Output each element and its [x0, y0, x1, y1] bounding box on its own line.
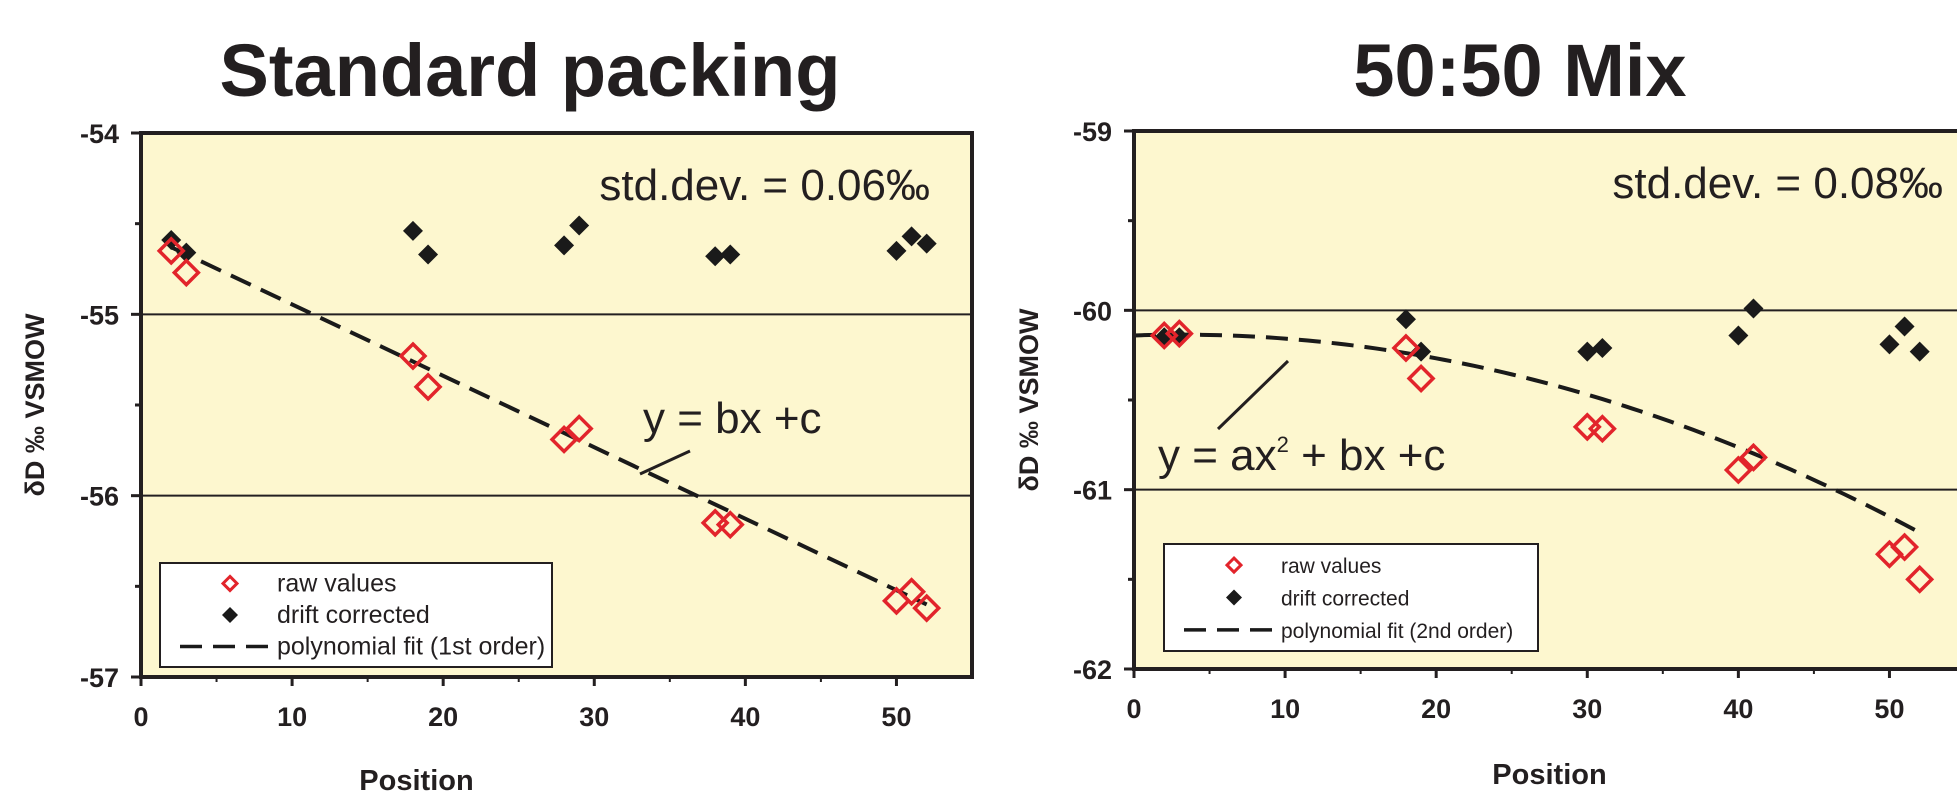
x-tick-label: 20 — [1421, 694, 1451, 724]
fit-equation-base: y = ax — [1158, 431, 1277, 480]
y-tick-label: -62 — [1073, 655, 1112, 685]
legend-label: drift corrected — [277, 601, 430, 629]
legend-label: polynomial fit (1st order) — [277, 633, 545, 661]
legend-label: raw values — [277, 569, 397, 597]
fit-equation-label: y = ax2 + bx +c — [1158, 431, 1445, 480]
x-tick-label: 20 — [428, 702, 458, 732]
y-tick-label: -61 — [1073, 476, 1112, 506]
y-axis-label: δD ‰ VSMOW — [1014, 308, 1044, 491]
x-tick-label: 50 — [1874, 694, 1904, 724]
fit-equation-label: y = bx +c — [643, 394, 822, 443]
y-axis-label: δD ‰ VSMOW — [20, 313, 50, 496]
x-tick-label: 40 — [730, 702, 760, 732]
std-dev-annotation: std.dev. = 0.08‰ — [1612, 159, 1943, 208]
y-tick-label: -55 — [80, 300, 119, 330]
chart-title: 50:50 Mix — [1353, 29, 1686, 112]
chart-0: Standard packing -57 -56 -55 -54 0 10 20 30 40 50 P… — [20, 29, 972, 795]
y-tick-label: -56 — [80, 482, 119, 512]
y-tick-label: -60 — [1073, 296, 1112, 326]
x-tick-label: 30 — [579, 702, 609, 732]
x-tick-label: 10 — [277, 702, 307, 732]
fit-equation-exponent: 2 — [1277, 432, 1289, 457]
legend-label: polynomial fit (2nd order) — [1281, 620, 1513, 643]
x-tick-label: 40 — [1723, 694, 1753, 724]
x-tick-label: 0 — [1126, 694, 1141, 724]
legend-label: drift corrected — [1281, 588, 1409, 611]
x-tick-label: 30 — [1572, 694, 1602, 724]
std-dev-annotation: std.dev. = 0.06‰ — [599, 161, 930, 210]
y-tick-label: -59 — [1073, 117, 1112, 147]
chart-1: 50:50 Mix -62 -61 -60 -59 0 10 20 30 40 50 Position… — [1014, 29, 1957, 791]
y-tick-label: -54 — [80, 119, 119, 149]
x-tick-label: 50 — [881, 702, 911, 732]
x-tick-label: 0 — [133, 702, 148, 732]
x-axis-label: Position — [1492, 759, 1606, 791]
chart-title: Standard packing — [220, 29, 841, 112]
y-tick-label: -57 — [80, 663, 119, 693]
legend-label: raw values — [1281, 555, 1381, 578]
x-axis-label: Position — [359, 765, 473, 795]
x-tick-label: 10 — [1270, 694, 1300, 724]
fit-equation-rest: + bx +c — [1289, 431, 1446, 480]
